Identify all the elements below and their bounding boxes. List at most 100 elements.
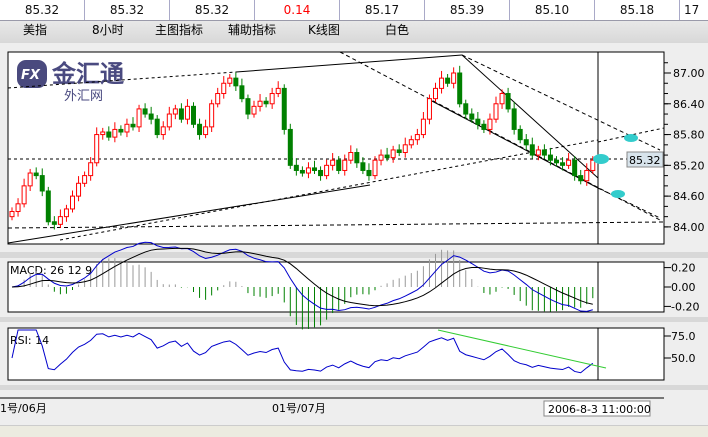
candle	[390, 145, 396, 163]
candle	[505, 87, 511, 113]
quote-cell[interactable]: 85.10	[510, 0, 595, 20]
candle	[197, 118, 203, 140]
candle	[529, 137, 535, 159]
candle	[439, 70, 445, 94]
candle	[420, 111, 426, 139]
macd-tick: -0.20	[671, 300, 699, 313]
candle	[445, 74, 451, 87]
price-panel	[7, 51, 665, 245]
macd-label: MACD: 26 12 9	[10, 264, 92, 277]
quote-cell[interactable]: 85.17	[340, 0, 425, 20]
menu-item[interactable]: 8小时	[92, 23, 124, 37]
marker	[611, 190, 625, 198]
menu-item[interactable]: 白色	[385, 23, 410, 37]
candle	[45, 186, 51, 226]
candle	[463, 99, 469, 120]
candle	[27, 168, 33, 191]
candle	[535, 145, 541, 161]
candle	[136, 104, 142, 132]
quote-cell[interactable]: 85.32	[170, 0, 255, 20]
candle	[227, 74, 233, 87]
candle	[63, 204, 69, 222]
candle	[148, 106, 154, 125]
rsi-tick: 75.0	[671, 330, 696, 343]
candle	[15, 198, 21, 217]
candle	[215, 87, 221, 108]
candle	[541, 144, 547, 159]
candle	[239, 78, 245, 103]
candle	[342, 154, 348, 176]
candle	[499, 89, 505, 109]
candle	[348, 145, 354, 164]
candle	[106, 126, 112, 141]
candle	[191, 102, 196, 128]
menu-item[interactable]: K线图	[308, 23, 340, 37]
menu-item[interactable]: 辅助指标	[228, 23, 277, 37]
candle	[578, 169, 584, 185]
candle	[82, 171, 88, 187]
candle	[39, 168, 45, 197]
menu-item[interactable]: 美指	[23, 23, 48, 37]
candle	[517, 125, 523, 144]
candle	[269, 87, 275, 109]
candle	[257, 94, 263, 112]
trend-lines	[7, 51, 665, 244]
quote-strip: 85.32 85.32 85.32 0.14 85.17 85.39 85.10 85.18 1…	[0, 0, 708, 21]
candle	[33, 167, 39, 180]
candle	[154, 115, 160, 139]
candle	[263, 97, 269, 108]
candle	[251, 100, 257, 118]
candle	[560, 157, 566, 171]
candle	[324, 159, 330, 180]
rsi-panel	[7, 327, 665, 381]
cursor-time: 2006-8-3 11:00:00	[548, 403, 651, 416]
candle	[281, 84, 287, 135]
quote-cell[interactable]: 85.32	[0, 0, 85, 20]
candle	[76, 176, 82, 202]
candle	[426, 94, 432, 125]
price-tick: 84.00	[673, 221, 705, 234]
macd-tick: 0.00	[671, 281, 696, 294]
candle	[378, 149, 384, 166]
svg-text:金汇通: 金汇通	[51, 60, 124, 88]
candle	[287, 123, 293, 169]
candle	[366, 163, 372, 181]
candle	[293, 158, 299, 176]
current-price-box	[626, 151, 664, 168]
menu-item[interactable]: 主图指标	[155, 23, 204, 37]
candle	[433, 82, 438, 103]
candle	[590, 156, 596, 175]
candle	[354, 148, 360, 168]
quote-cell[interactable]: 85.39	[425, 0, 510, 20]
price-tick: 85.20	[673, 159, 705, 172]
rsi-indicator: 75.0 50.0	[11, 329, 696, 374]
chart-area[interactable]: FX 金汇通 外汇网 87.00 86.40 85.80 85.20 84.60 84.0…	[0, 44, 708, 425]
candle	[384, 147, 390, 162]
quote-cell[interactable]: 17	[684, 3, 700, 17]
candle	[130, 117, 136, 131]
candle	[142, 103, 148, 118]
x-label: 01号/07月	[272, 402, 326, 415]
quote-cell[interactable]: 85.32	[85, 0, 170, 20]
candle	[457, 65, 463, 108]
quote-cell[interactable]: 85.18	[595, 0, 680, 20]
candle	[172, 104, 178, 120]
candle	[160, 121, 166, 140]
candle	[360, 157, 366, 175]
candle	[94, 127, 100, 167]
quote-cell[interactable]: 0.14	[255, 0, 340, 20]
candle	[487, 113, 493, 135]
candle	[511, 101, 517, 135]
status-bar	[0, 425, 708, 437]
candle	[9, 207, 15, 221]
candle	[408, 135, 414, 149]
candle	[118, 125, 124, 136]
candle	[402, 137, 408, 158]
cursor-time-box	[543, 400, 651, 417]
candle	[100, 127, 106, 140]
macd-panel	[7, 261, 665, 313]
marker	[624, 134, 638, 142]
candle	[396, 144, 402, 157]
candle	[178, 103, 184, 123]
candle	[57, 209, 63, 228]
